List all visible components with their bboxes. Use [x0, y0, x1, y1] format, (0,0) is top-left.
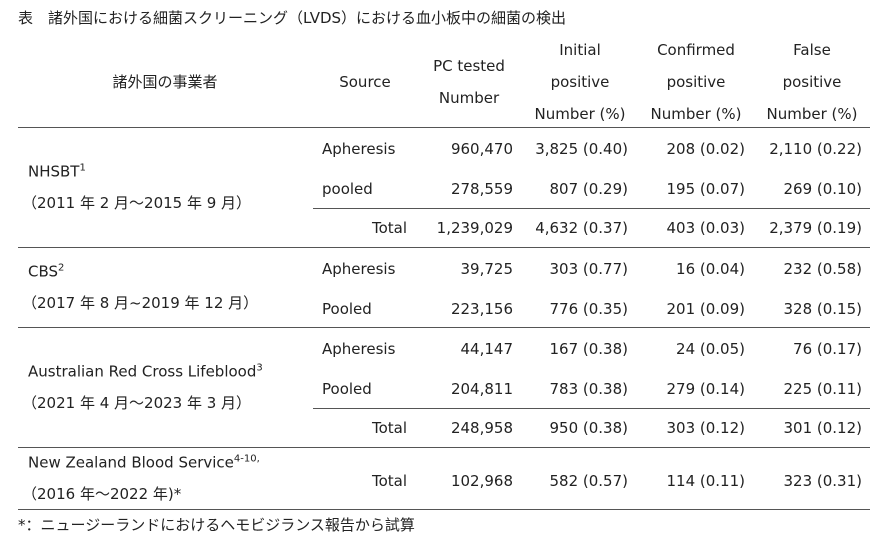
header-cell: False: [793, 41, 831, 59]
value-cell: 102,968: [450, 472, 513, 490]
value-cell: 303 (0.12): [666, 419, 745, 437]
value-cell: 328 (0.15): [783, 300, 862, 318]
value-cell: 225 (0.11): [783, 380, 862, 398]
value-cell: 301 (0.12): [783, 419, 862, 437]
provider-name: New Zealand Blood Service: [28, 453, 234, 472]
value-cell: 776 (0.35): [549, 300, 628, 318]
header-cell: Number (%): [650, 105, 742, 123]
rule: [18, 447, 870, 448]
provider-name: Australian Red Cross Lifeblood: [28, 362, 257, 381]
value-cell: 783 (0.38): [549, 380, 628, 398]
provider: CBS2: [28, 259, 64, 282]
value-cell: 278,559: [450, 180, 513, 198]
reference: 3: [256, 362, 263, 374]
reference: 2: [58, 262, 65, 274]
period: （2011 年 2 月～2015 年 9 月）: [22, 194, 252, 212]
source-cell: Pooled: [322, 300, 372, 318]
value-cell: 232 (0.58): [783, 260, 862, 278]
source-cell: Total: [371, 219, 407, 237]
header-cell: Number (%): [766, 105, 858, 123]
rule: [18, 327, 870, 328]
value-cell: 950 (0.38): [549, 419, 628, 437]
value-cell: 76 (0.17): [793, 340, 862, 358]
source-cell: pooled: [322, 180, 373, 198]
footnote: *：ニュージーランドにおけるヘモビジランス報告から試算: [18, 516, 415, 534]
period: （2016 年～2022 年)*: [22, 485, 182, 503]
header-cell: positive: [666, 73, 726, 91]
rule: [18, 509, 870, 510]
value-cell: 201 (0.09): [666, 300, 745, 318]
value-cell: 2,110 (0.22): [769, 140, 862, 158]
value-cell: 807 (0.29): [549, 180, 628, 198]
value-cell: 403 (0.03): [666, 219, 745, 237]
value-cell: 204,811: [450, 380, 513, 398]
rule: [18, 247, 870, 248]
provider: Australian Red Cross Lifeblood3: [28, 359, 263, 382]
header-cell: Source: [339, 73, 391, 91]
value-cell: 24 (0.05): [676, 340, 745, 358]
value-cell: 582 (0.57): [549, 472, 628, 490]
value-cell: 39,725: [460, 260, 514, 278]
title: 表 諸外国における細菌スクリーニング（LVDS）における血小板中の細菌の検出: [18, 9, 567, 27]
source-cell: Total: [371, 472, 407, 490]
value-cell: 3,825 (0.40): [535, 140, 628, 158]
header-cell: Number: [438, 89, 500, 107]
value-cell: 323 (0.31): [783, 472, 862, 490]
provider: NHSBT1: [28, 159, 86, 182]
header-cell: Confirmed: [657, 41, 735, 59]
rule: [313, 408, 870, 409]
value-cell: 248,958: [450, 419, 513, 437]
header-cell: Number (%): [534, 105, 626, 123]
header-cell: positive: [550, 73, 610, 91]
reference: 1: [79, 162, 86, 174]
period: （2017 年 8 月~2019 年 12 月）: [22, 294, 259, 312]
source-cell: Apheresis: [322, 140, 396, 158]
value-cell: 223,156: [450, 300, 513, 318]
period: （2021 年 4 月～2023 年 3 月）: [22, 394, 252, 412]
value-cell: 195 (0.07): [666, 180, 745, 198]
value-cell: 114 (0.11): [666, 472, 745, 490]
header-cell: PC tested: [433, 57, 505, 75]
value-cell: 44,147: [460, 340, 514, 358]
provider-name: CBS: [28, 262, 59, 281]
source-cell: Total: [371, 419, 407, 437]
value-cell: 167 (0.38): [549, 340, 628, 358]
header-cell: 諸外国の事業者: [112, 73, 218, 91]
value-cell: 1,239,029: [436, 219, 513, 237]
value-cell: 279 (0.14): [666, 380, 745, 398]
source-cell: Apheresis: [322, 260, 396, 278]
header-cell: positive: [782, 73, 842, 91]
value-cell: 269 (0.10): [783, 180, 862, 198]
value-cell: 2,379 (0.19): [769, 219, 862, 237]
provider-name: NHSBT: [28, 162, 80, 181]
header-cell: Initial: [559, 41, 601, 59]
value-cell: 960,470: [450, 140, 513, 158]
provider: New Zealand Blood Service4-10,: [28, 450, 260, 473]
reference: 4-10,: [233, 453, 260, 465]
rule: [313, 208, 870, 209]
value-cell: 16 (0.04): [676, 260, 745, 278]
source-cell: Pooled: [322, 380, 372, 398]
rule: [18, 127, 870, 128]
value-cell: 303 (0.77): [549, 260, 628, 278]
value-cell: 4,632 (0.37): [535, 219, 628, 237]
source-cell: Apheresis: [322, 340, 396, 358]
value-cell: 208 (0.02): [666, 140, 745, 158]
